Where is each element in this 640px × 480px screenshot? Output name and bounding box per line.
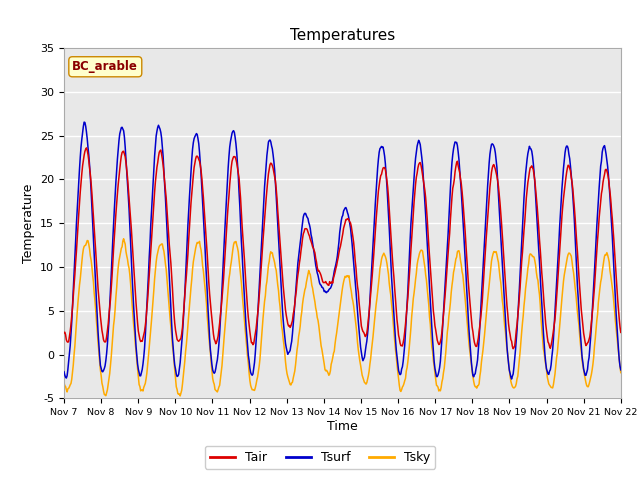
- Text: BC_arable: BC_arable: [72, 60, 138, 73]
- Y-axis label: Temperature: Temperature: [22, 183, 35, 263]
- X-axis label: Time: Time: [327, 420, 358, 433]
- Title: Temperatures: Temperatures: [290, 28, 395, 43]
- Legend: Tair, Tsurf, Tsky: Tair, Tsurf, Tsky: [205, 446, 435, 469]
